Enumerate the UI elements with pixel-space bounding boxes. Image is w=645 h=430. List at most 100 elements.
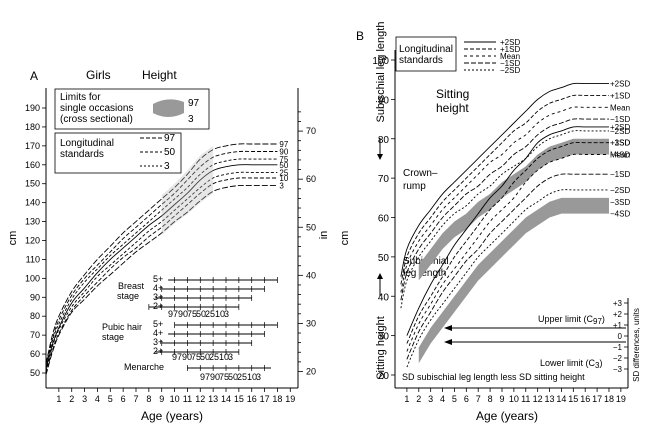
panel-a-subtitle: Height [142,68,177,82]
sd-tick-label: +1 [613,321,623,330]
pubic-centile-97: 97 [172,352,182,362]
pubic-centile-3: 3 [228,352,233,362]
side-label-top: Subischial leg length [375,22,387,123]
y-tick-label-in: 30 [306,318,316,328]
sitting-right-label: −2SD [610,127,630,136]
sd-tick-label: −2 [613,354,623,363]
x-tick-label: 12 [195,394,205,404]
panel-b-left-ticks: 20 30 40 50 60 70 80 90 100 [372,56,395,382]
menarche-centile-3: 3 [256,372,261,382]
menarche-bars [187,365,271,371]
y-tick-label-cm: 80 [30,311,40,321]
panel-b-x-ticks: 1 2 3 4 5 6 7 8 9 10 11 12 13 14 15 16 17 18 19 [404,388,626,404]
y-tick-label-cm: 60 [378,214,390,225]
centile-curve-25 [45,171,278,372]
legend-key-label: +1SD [500,45,520,54]
centile-label-90: 90 [279,148,288,157]
menarche-centile-75: 75 [219,372,229,382]
y-tick-label-cm: 70 [378,174,390,185]
sitting-height-curve-+2SD [400,82,609,277]
legend-single-swatch [153,99,184,117]
y-tick-label-in: 20 [306,366,316,376]
pubic-hair-line-1: Pubic hair [102,322,142,332]
x-tick-label: 5 [452,394,457,404]
pubic-centile-75: 75 [191,352,201,362]
sitting-height-band [418,138,609,281]
legend-single-3: 3 [188,114,194,125]
x-tick-label: 17 [592,394,602,404]
crown-rump-line-1: Crown– [403,168,438,179]
panel-a-right-ticks: 20 30 40 50 60 70 [298,111,316,376]
upper-limit-label: Upper limit (C97) [538,314,605,326]
legend-long-97: 97 [164,133,176,144]
x-tick-label: 8 [146,394,151,404]
sd-axis-ticks: +3 +2 +1 0 −1 −2 −3 [613,299,628,374]
x-tick-label: 12 [533,394,543,404]
legend-long-line-1: Longitudinal [60,138,114,149]
pubic-2: 2+ [153,346,163,356]
legend-key-label: −2SD [500,66,520,75]
legend-single-line-3: (cross sectional) [60,114,133,125]
y-tick-label-in: 70 [306,126,316,136]
lower-limit-label: Lower limit (C3) [540,358,602,370]
x-tick-label: 8 [488,394,493,404]
x-tick-label: 14 [221,394,231,404]
sitting-right-label: +2SD [610,80,630,89]
pubic-centile-50: 50 [200,352,210,362]
breast-stage-line-2: stage [117,291,139,301]
x-tick-label: 15 [234,394,244,404]
leg-length-curve-+2SD [406,126,609,336]
y-tick-label-cm: 60 [30,349,40,359]
legend-key-label: +2SD [500,38,520,47]
centile-label-97: 97 [279,140,288,149]
centile-curve-90 [45,150,278,366]
legend-single-line-2: single occasions [60,103,133,114]
sitting-right-label: −3SD [610,139,630,148]
sd-tick-label: −3 [613,365,623,374]
panel-b-legend-line-2: standards [399,55,443,66]
x-tick-label: 9 [499,394,504,404]
x-tick-label: 4 [95,394,100,404]
pubic-centile-90: 90 [182,352,192,362]
y-tick-label-cm: 110 [26,254,40,264]
menarche-centile-25: 25 [237,372,247,382]
menarche-centile-90: 90 [210,372,220,382]
centile-label-75: 75 [279,155,288,164]
breast-centile-50: 50 [196,309,206,319]
leg-right-label: Mean [610,151,630,160]
x-tick-label: 6 [464,394,469,404]
leg-right-label: +1SD [610,139,630,148]
centile-curve-50 [45,164,278,370]
centile-curve-10 [45,177,278,374]
x-tick-label: 13 [208,394,218,404]
breast-centile-90: 90 [178,309,188,319]
breast-2: 2+ [153,301,163,311]
leg-length-band [418,197,609,364]
y-tick-label-in: 50 [306,222,316,232]
y-tick-label-cm: 90 [30,292,40,302]
panel-b-legend-box [395,36,457,72]
side-arrow-top-head [377,154,383,160]
x-tick-label: 16 [247,394,257,404]
x-tick-label: 14 [556,394,566,404]
sitting-height-curve-−2SD [400,130,609,309]
upper-limit-arrowhead [444,325,452,331]
x-tick-label: 17 [260,394,270,404]
leg-right-label: −4SD [610,210,630,219]
side-arrow-bottom-head [377,273,383,279]
sd-tick-label: −1 [613,343,623,352]
sitting-right-label: −4SD [610,151,630,160]
x-tick-label: 15 [568,394,578,404]
legend-single-97: 97 [188,98,200,109]
x-tick-label: 2 [416,394,421,404]
y-tick-label-in: 40 [306,270,316,280]
panel-a-y-label-right: in [318,231,330,240]
centile-label-25: 25 [279,168,288,177]
panel-b-curves [400,82,610,368]
breast-stage-bars [148,277,278,310]
